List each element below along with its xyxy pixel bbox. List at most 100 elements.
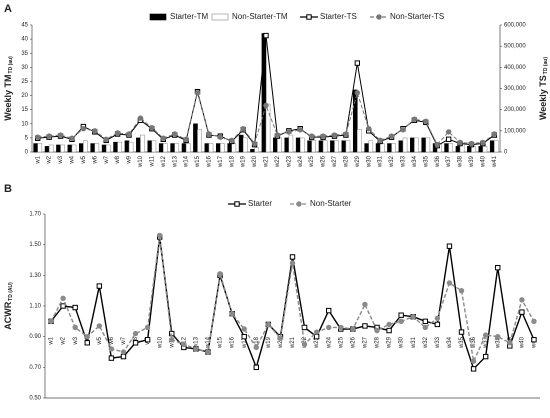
point — [132, 330, 139, 337]
bar — [48, 144, 54, 153]
x-tick-label: w18 — [254, 336, 260, 349]
bar — [410, 137, 415, 153]
bar — [341, 140, 347, 153]
y-tick-label: 5 — [25, 135, 29, 141]
point — [470, 366, 477, 372]
point — [217, 134, 224, 140]
point — [183, 136, 189, 142]
x-tick-label: w11 — [149, 155, 155, 167]
y2-axis-title-sub: TD (au) — [543, 57, 549, 75]
y2-tick-label: 300,000 — [504, 86, 526, 92]
x-tick-label: w33 — [435, 336, 441, 349]
point — [84, 333, 90, 340]
point — [331, 132, 338, 138]
x-tick-label: w18 — [229, 155, 235, 168]
point — [495, 264, 501, 271]
point — [80, 126, 87, 132]
x-tick-label: w13 — [172, 155, 178, 168]
point — [326, 307, 332, 314]
x-tick-label: w31 — [411, 336, 417, 349]
bar — [254, 147, 259, 153]
x-tick-label: w20 — [278, 336, 284, 349]
point — [263, 102, 269, 109]
x-tick-label: w38 — [495, 336, 501, 349]
bar — [37, 143, 43, 153]
bar — [444, 143, 449, 153]
x-tick-label: w16 — [230, 336, 236, 349]
point — [156, 232, 163, 239]
x-tick-label: w28 — [343, 155, 349, 168]
x-tick-label: w7 — [104, 155, 110, 164]
bar — [158, 143, 164, 153]
x-tick-label: w39 — [469, 155, 475, 168]
bar — [151, 140, 157, 153]
point — [386, 321, 392, 328]
bar — [105, 144, 111, 153]
point — [458, 329, 465, 335]
point — [445, 129, 452, 135]
bar — [295, 137, 301, 153]
x-tick-label: w5 — [97, 336, 103, 345]
bar — [128, 141, 134, 153]
point — [301, 341, 308, 348]
bar — [185, 143, 191, 153]
point — [144, 337, 151, 343]
y-tick-label: 35 — [21, 51, 28, 57]
point — [48, 318, 54, 325]
bar — [379, 143, 385, 153]
point — [446, 280, 453, 286]
point — [263, 32, 269, 39]
x-tick-label: w22 — [275, 155, 281, 168]
point — [507, 340, 513, 346]
y-axis-title: ACWRTD (AU) — [3, 282, 14, 330]
x-tick-label: w15 — [218, 336, 224, 349]
point — [96, 323, 103, 329]
point — [126, 131, 132, 137]
x-tick-label: w1 — [35, 155, 41, 164]
x-tick-label: w34 — [447, 336, 453, 349]
bar — [181, 143, 187, 153]
point — [289, 254, 296, 260]
x-tick-label: w4 — [70, 155, 76, 164]
bar — [250, 148, 255, 153]
point — [388, 133, 395, 139]
x-tick-label: w13 — [193, 336, 199, 349]
y-tick-label: 40 — [21, 37, 28, 43]
bar — [208, 143, 214, 153]
x-tick-label: w32 — [389, 155, 395, 168]
x-tick-label: w10 — [138, 155, 144, 168]
bar — [387, 143, 392, 153]
y-tick-label: 1.70 — [29, 212, 41, 218]
point — [377, 137, 383, 144]
point — [326, 324, 332, 331]
x-tick-label: w5 — [81, 155, 87, 164]
panel-label: B — [4, 183, 12, 195]
y-tick-label: 15 — [21, 107, 28, 113]
x-tick-label: w30 — [366, 155, 372, 168]
point — [46, 133, 52, 139]
point — [519, 297, 525, 303]
x-tick-label: w16 — [207, 155, 213, 168]
point — [354, 90, 361, 96]
bar — [277, 137, 282, 153]
point — [400, 127, 406, 133]
point — [531, 337, 537, 343]
x-tick-label: w14 — [206, 336, 212, 349]
legend-label: Non-Starter — [310, 199, 352, 208]
point — [480, 139, 486, 146]
y-axis-title: Weekly TMTD (au) — [3, 56, 14, 121]
point — [265, 321, 272, 328]
point — [206, 131, 212, 137]
y-tick-label: 0.50 — [29, 396, 41, 402]
bar — [288, 134, 294, 153]
x-tick-label: w12 — [161, 155, 167, 168]
point — [171, 131, 178, 137]
bar — [421, 137, 427, 153]
point — [446, 243, 453, 249]
point — [410, 314, 416, 320]
point — [149, 124, 155, 131]
y2-axis-title: Weekly TSTD (au) — [538, 57, 549, 120]
bar — [448, 143, 453, 153]
panel-label: A — [4, 3, 12, 15]
bar — [322, 140, 328, 153]
